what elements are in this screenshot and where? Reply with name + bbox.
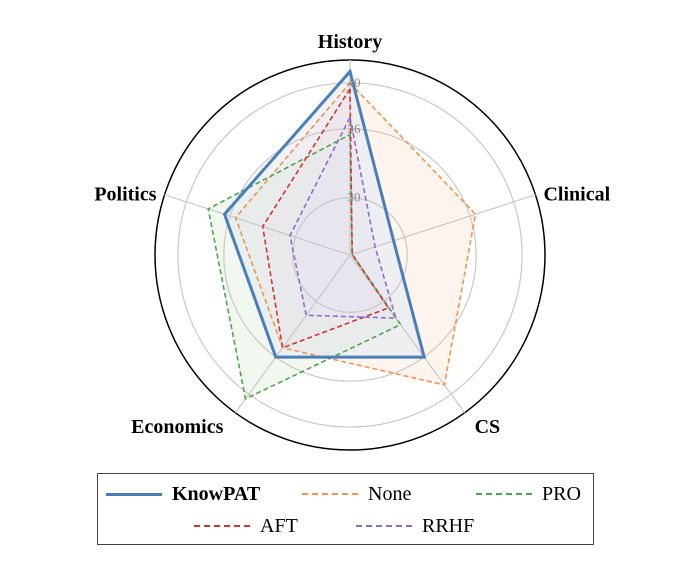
legend-swatch-none	[302, 493, 358, 495]
legend-label-aft: AFT	[260, 514, 298, 537]
spoke-economics	[234, 254, 351, 414]
legend-swatch-pro	[476, 493, 532, 495]
radar-grid	[154, 59, 546, 451]
axis-label-history: History	[318, 31, 382, 53]
legend-swatch-rrhf	[356, 525, 412, 527]
series-lines	[207, 68, 477, 400]
legend-label-rrhf: RRHF	[422, 514, 475, 537]
legend: KnowPAT None PRO AFT RRHF	[97, 473, 594, 545]
axis-label-cs: CS	[475, 416, 501, 438]
radar-chart: 30 36 40 History Clinical CS Economics Politic…	[94, 31, 611, 451]
series-fill-none	[235, 82, 476, 385]
spoke-politics	[164, 194, 351, 256]
series-line-none	[234, 81, 477, 386]
legend-item-knowpat: KnowPAT	[106, 482, 260, 506]
legend-swatch-aft	[194, 525, 250, 527]
tick-label-36: 36	[348, 121, 362, 136]
legend-item-rrhf: RRHF	[356, 514, 474, 538]
tick-labels: 30 36 40	[348, 75, 362, 205]
axis-label-politics: Politics	[94, 184, 156, 206]
legend-item-pro: PRO	[476, 482, 581, 506]
series-fills	[208, 71, 476, 399]
tick-label-30: 30	[348, 190, 361, 205]
spoke-clinical	[349, 194, 536, 256]
series-line-rrhf	[289, 114, 397, 319]
legend-item-none: None	[302, 482, 411, 506]
spoke-cs	[349, 254, 466, 414]
legend-label-knowpat: KnowPAT	[172, 482, 261, 505]
legend-label-pro: PRO	[542, 482, 581, 505]
series-fill-pro	[208, 134, 401, 399]
axis-label-economics: Economics	[131, 416, 223, 438]
axis-labels: History Clinical CS Economics Politics	[94, 31, 610, 438]
series-line-knowpat	[222, 68, 427, 359]
series-fill-rrhf	[290, 117, 396, 319]
tick-label-40: 40	[348, 75, 361, 90]
series-fill-aft	[262, 88, 389, 348]
legend-item-aft: AFT	[194, 514, 298, 538]
axis-label-clinical: Clinical	[543, 184, 610, 206]
series-line-aft	[261, 85, 390, 349]
legend-swatch-knowpat	[106, 492, 162, 496]
legend-label-none: None	[368, 482, 412, 505]
